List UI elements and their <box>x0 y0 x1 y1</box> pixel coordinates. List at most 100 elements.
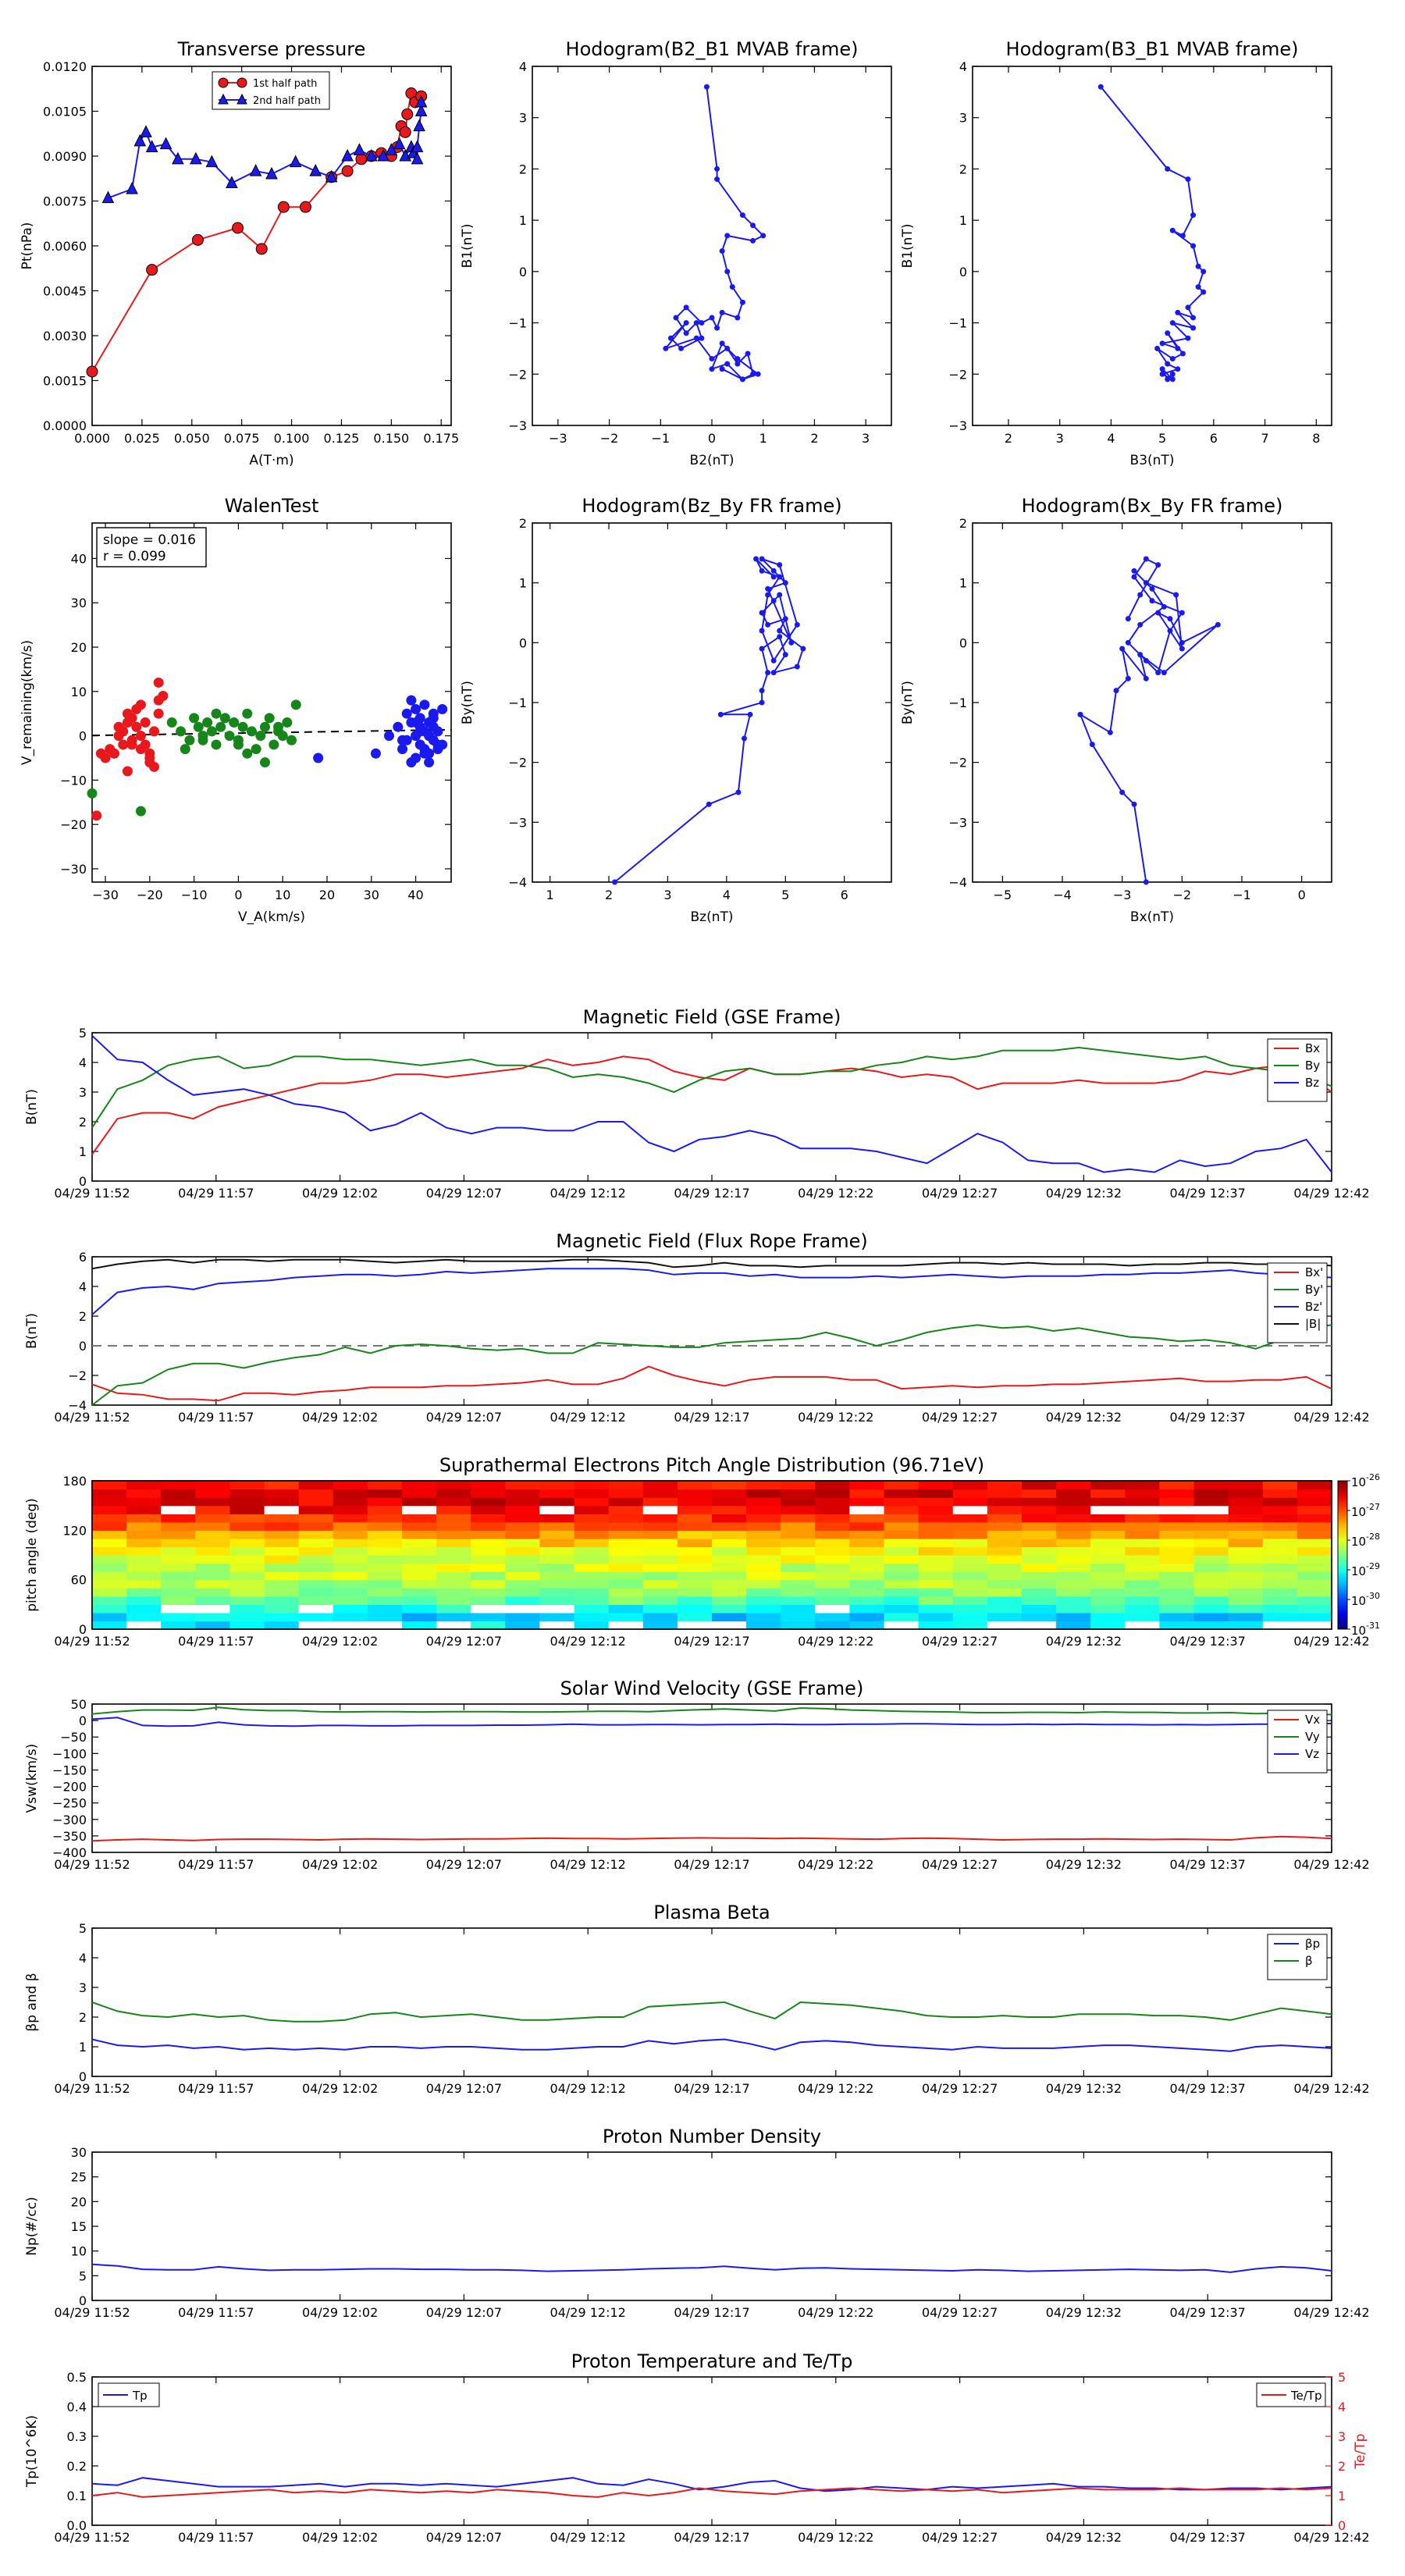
h3-point <box>759 568 765 574</box>
pad-cell <box>229 1481 265 1490</box>
tp-xtick-label: 0.175 <box>423 431 459 446</box>
pad-cell <box>471 1481 506 1490</box>
walen-point <box>383 731 394 742</box>
h3-point <box>765 585 771 592</box>
h3-point <box>759 699 765 706</box>
pad-cell <box>677 1497 713 1507</box>
h1-point <box>703 84 710 90</box>
pad-cell <box>1193 1555 1229 1564</box>
pad-cell <box>712 1612 747 1622</box>
pad-cell <box>781 1538 816 1548</box>
walen-xtick-label: −30 <box>92 888 119 902</box>
pad-cell <box>1297 1621 1332 1630</box>
pad-cell <box>161 1505 196 1514</box>
pad-cell <box>539 1530 575 1539</box>
beta-title: Plasma Beta <box>653 1902 770 1923</box>
pad-cell <box>264 1530 300 1539</box>
pad-cell <box>884 1571 919 1581</box>
pad-cell <box>781 1555 816 1564</box>
walen-ytick-label: −10 <box>60 773 87 788</box>
pad-cell <box>677 1621 713 1630</box>
pad-cell <box>952 1571 988 1581</box>
pad-cell <box>161 1530 196 1539</box>
pad-cell <box>746 1571 781 1581</box>
pad-cell <box>952 1521 988 1531</box>
tp-point <box>401 108 414 120</box>
pad-cell <box>1297 1481 1332 1490</box>
pad-cell <box>677 1521 713 1531</box>
walen-point <box>406 695 417 706</box>
pad-cell <box>849 1604 885 1614</box>
pad-cell <box>1228 1514 1264 1523</box>
pad-cell <box>574 1489 610 1498</box>
pad-cell <box>746 1604 781 1614</box>
vsw-xtick-label: 04/29 12:02 <box>302 1857 378 1872</box>
pad-cell <box>987 1489 1023 1498</box>
mag_gse-legend-label: Bz <box>1305 1076 1319 1090</box>
h1-xtick-label: 1 <box>759 431 767 446</box>
h1-point <box>724 233 731 239</box>
pad-cell <box>746 1546 781 1556</box>
pad-cell <box>92 1579 127 1589</box>
pad-cell <box>952 1596 988 1605</box>
pad-cell <box>126 1604 162 1614</box>
pad-cell <box>1193 1563 1229 1572</box>
pad-cell <box>781 1505 816 1514</box>
tp-point <box>411 151 424 165</box>
pad-cell <box>229 1579 265 1589</box>
mag_fr-xtick-label: 04/29 12:27 <box>922 1410 998 1425</box>
pad-cell <box>884 1588 919 1597</box>
tp-xlabel: A(T·m) <box>249 453 293 468</box>
pad-cell <box>952 1481 988 1490</box>
pad-cell <box>298 1538 334 1548</box>
beta-xtick-label: 04/29 12:07 <box>426 2081 502 2096</box>
pad-cell <box>539 1596 575 1605</box>
pad-cell <box>952 1604 988 1614</box>
pad-cell <box>264 1546 300 1556</box>
pad-cell <box>402 1555 437 1564</box>
pad-cell <box>1297 1497 1332 1507</box>
pad-cell <box>1159 1579 1195 1589</box>
walen-point <box>108 748 119 759</box>
h3-xtick-label: 1 <box>546 888 554 902</box>
h3-point <box>759 628 765 634</box>
pad-cell <box>298 1555 334 1564</box>
pad-cell <box>229 1530 265 1539</box>
pad-cell <box>298 1546 334 1556</box>
walen-point <box>406 757 417 768</box>
walen-xtick-label: 40 <box>407 888 423 902</box>
h4-xtick-label: −3 <box>1113 888 1132 902</box>
h4-ytick-label: −4 <box>948 875 967 890</box>
pad-cell <box>367 1521 403 1531</box>
pad-cell <box>918 1530 954 1539</box>
beta-ytick-label: 1 <box>79 2040 87 2055</box>
walen-title: WalenTest <box>225 495 319 517</box>
pad-cell <box>642 1489 678 1498</box>
pad-cell <box>436 1481 471 1490</box>
pad-cell <box>987 1538 1023 1548</box>
pad-cell <box>746 1538 781 1548</box>
pad-cell <box>402 1596 437 1605</box>
h2-title: Hodogram(B3_B1 MVAB frame) <box>1006 38 1299 60</box>
pad-cell <box>608 1489 644 1498</box>
walen-point <box>135 699 146 710</box>
walen-point <box>176 726 187 737</box>
pad-colorbar-exponent: -30 <box>1366 1591 1380 1601</box>
pad-cell <box>1090 1514 1126 1523</box>
beta-legend-label: β <box>1305 1954 1313 1968</box>
h2-xtick-label: 5 <box>1158 431 1166 446</box>
mag_gse-xtick-label: 04/29 11:52 <box>54 1186 130 1201</box>
walen-annotation: r = 0.099 <box>103 549 166 564</box>
walen-point <box>246 726 257 737</box>
tp_ratio-ytick-right-label: 1 <box>1338 2489 1346 2503</box>
h2-ytick-label: −1 <box>948 316 967 331</box>
pad-cell <box>1159 1588 1195 1597</box>
pad-cell <box>195 1563 230 1572</box>
pad-cell <box>367 1596 403 1605</box>
tp_ratio-xtick-label: 04/29 12:37 <box>1170 2530 1246 2545</box>
pad-cell <box>1228 1530 1264 1539</box>
tp-point <box>413 119 425 132</box>
pad-cell <box>1090 1621 1126 1630</box>
tp_ratio-xtick-label: 04/29 12:42 <box>1293 2530 1369 2545</box>
pad-cell <box>746 1497 781 1507</box>
